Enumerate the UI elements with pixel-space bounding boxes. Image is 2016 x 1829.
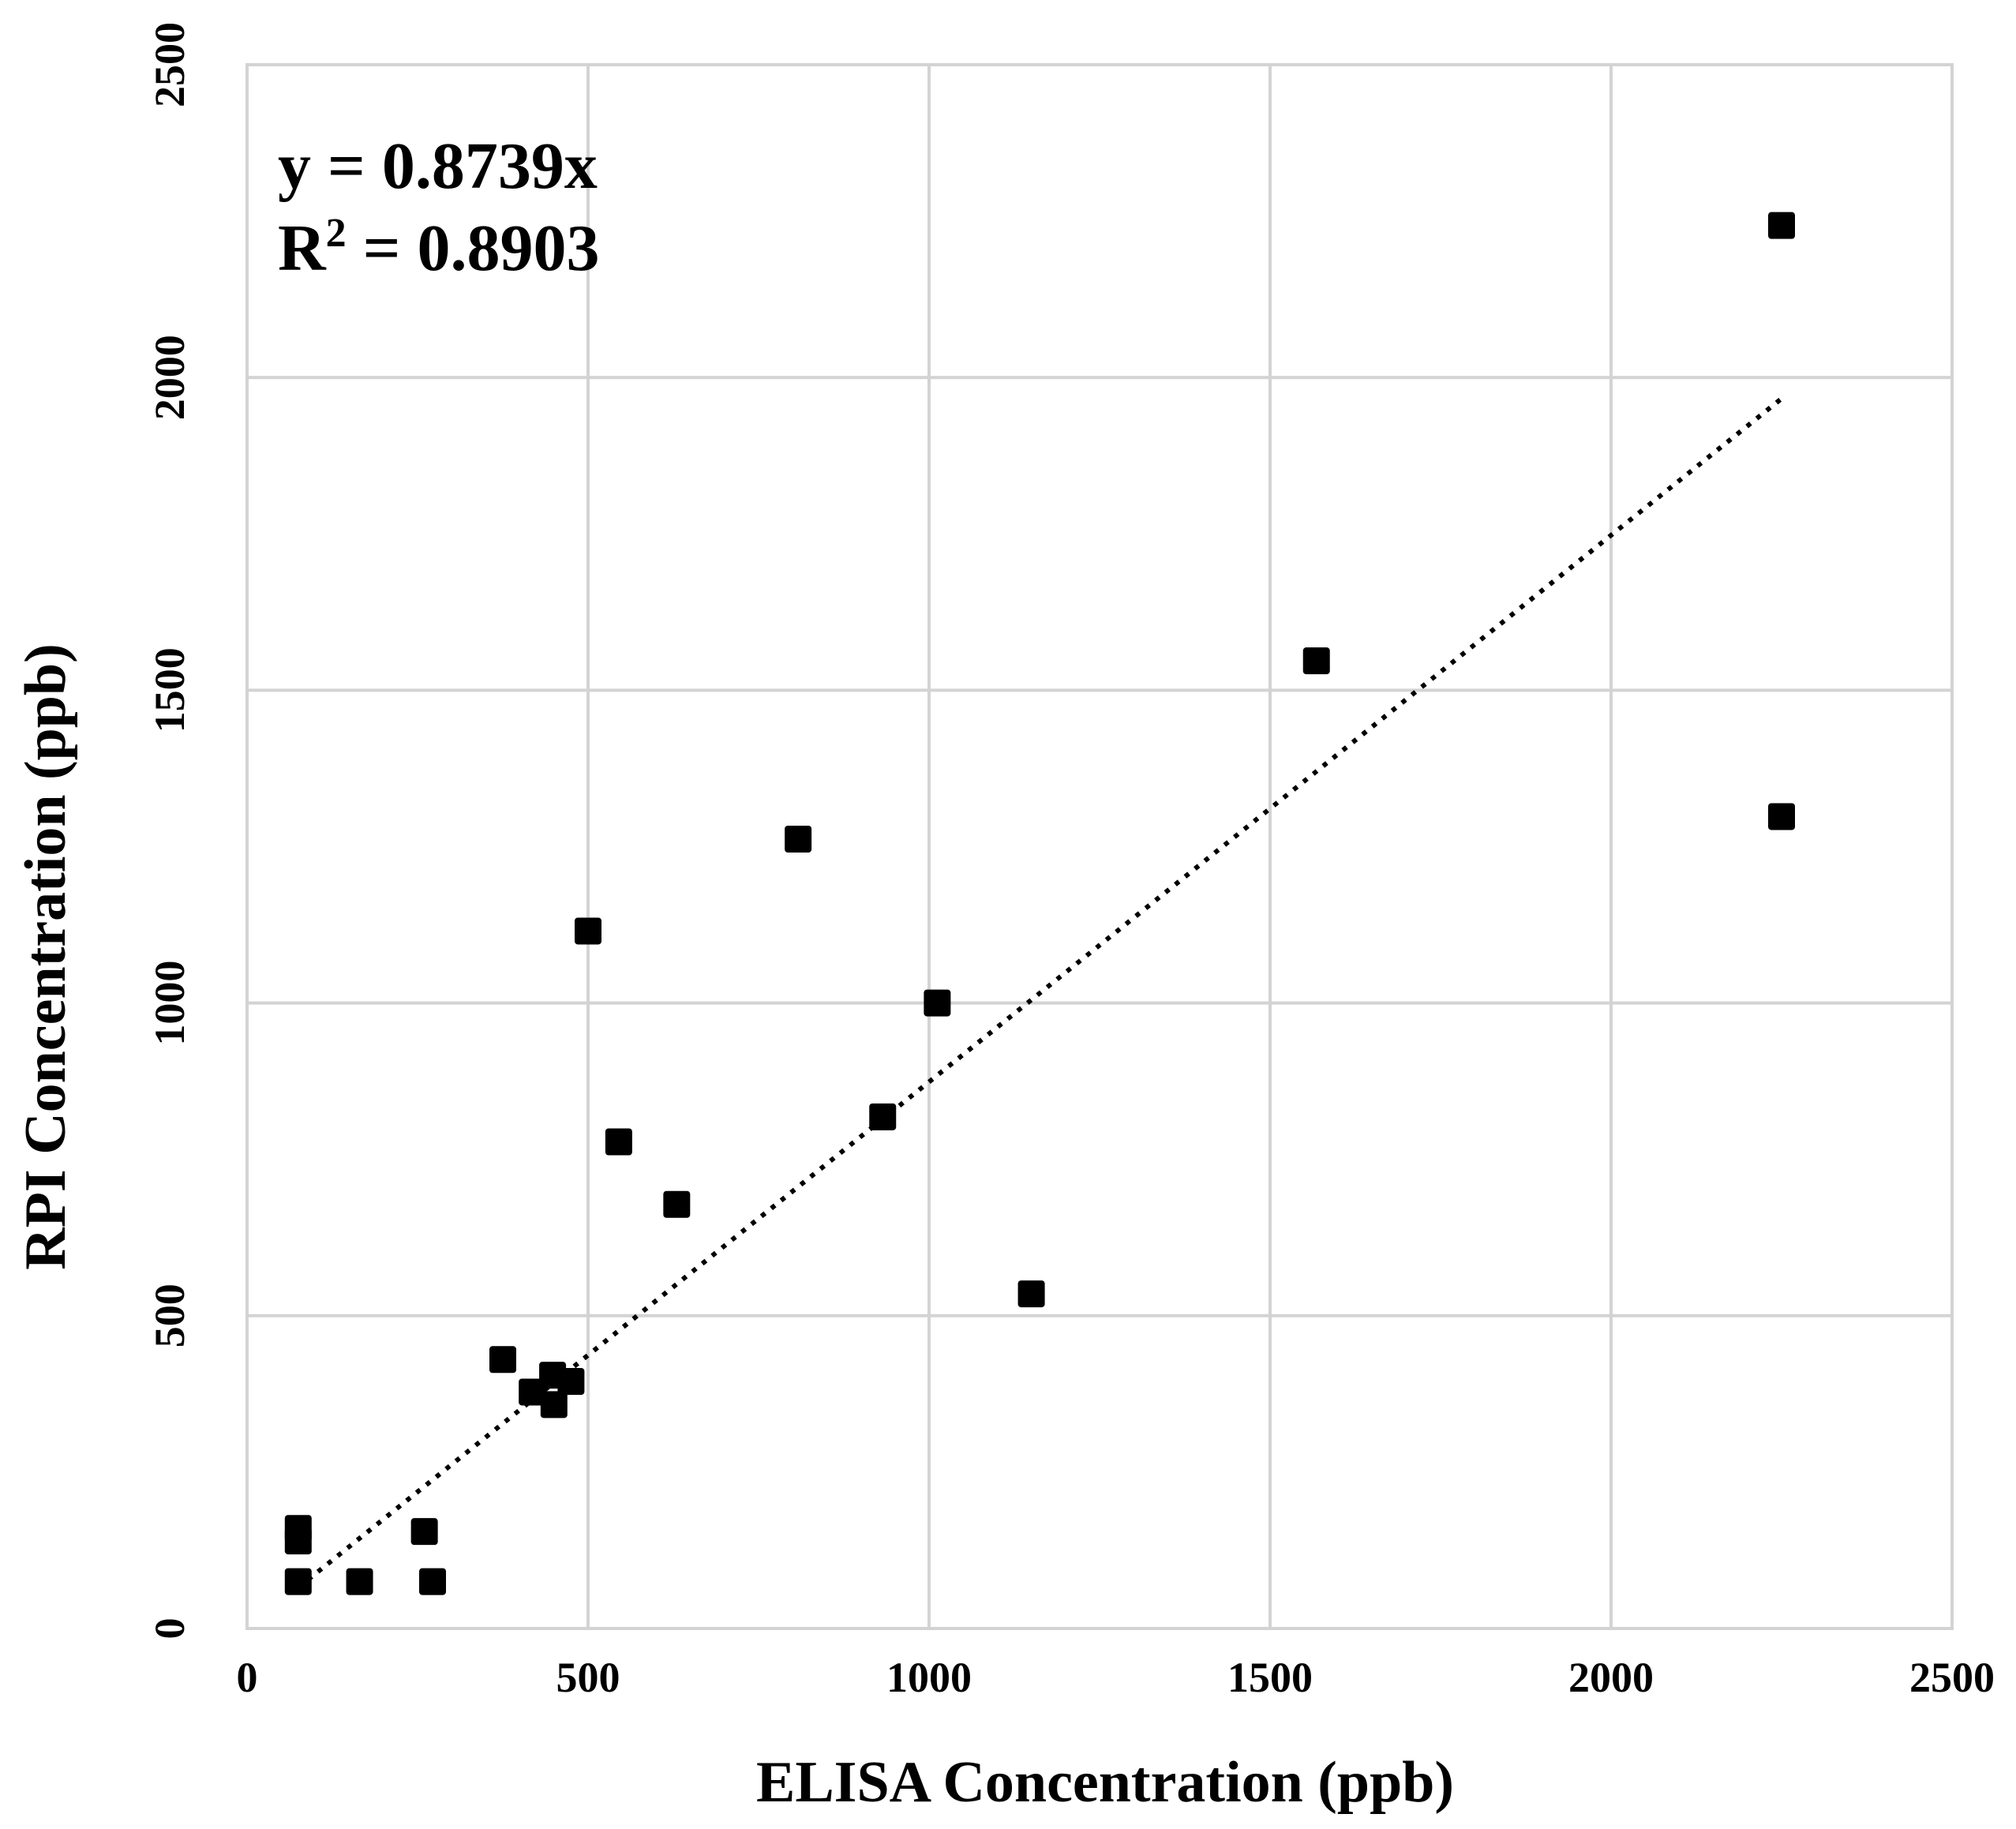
r-squared-annotation: R2 = 0.8903 — [278, 211, 600, 285]
data-point-15 — [869, 1103, 897, 1130]
y-tick-label: 0 — [146, 1618, 193, 1640]
x-tick-label: 1500 — [1227, 1654, 1313, 1701]
r-squared-value: = 0.8903 — [347, 212, 600, 285]
data-point-4 — [410, 1518, 438, 1546]
y-axis-title: RPI Concentration (ppb) — [13, 643, 78, 1269]
data-point-14 — [785, 825, 812, 853]
x-axis-ticks: 0 500 1000 1500 2000 2500 — [237, 1654, 1995, 1701]
data-points — [284, 212, 1795, 1595]
data-point-5 — [419, 1568, 447, 1595]
grid-lines — [245, 63, 1954, 1630]
data-point-0 — [284, 1568, 312, 1595]
y-tick-label: 2000 — [146, 335, 193, 420]
y-tick-label: 2500 — [146, 22, 193, 107]
x-tick-label: 1000 — [886, 1654, 972, 1701]
data-point-3 — [346, 1568, 373, 1595]
data-point-17 — [1017, 1280, 1045, 1308]
data-point-11 — [575, 917, 601, 945]
x-tick-label: 500 — [556, 1654, 620, 1701]
x-tick-label: 2500 — [1909, 1654, 1995, 1701]
data-point-9 — [540, 1391, 568, 1419]
data-point-13 — [663, 1190, 691, 1218]
x-tick-label: 0 — [237, 1654, 258, 1701]
x-axis-title: ELISA Concentration (ppb) — [756, 1750, 1454, 1815]
data-point-7 — [519, 1378, 546, 1406]
r-squared-prefix: R — [278, 212, 327, 285]
data-point-12 — [605, 1128, 632, 1156]
data-point-10 — [557, 1368, 585, 1396]
data-point-19 — [1768, 212, 1795, 239]
x-tick-label: 2000 — [1568, 1654, 1654, 1701]
data-point-20 — [1768, 803, 1795, 830]
y-axis-ticks: 0 500 1000 1500 2000 2500 — [146, 22, 193, 1640]
trendline-equation: y = 0.8739x — [278, 129, 598, 203]
plot-area-border — [245, 63, 1954, 1630]
y-tick-label: 1000 — [146, 961, 193, 1046]
data-point-2 — [284, 1515, 312, 1542]
y-tick-label: 500 — [146, 1284, 193, 1347]
r-squared-superscript: 2 — [326, 211, 347, 256]
linear-trendline — [296, 396, 1783, 1590]
data-point-16 — [924, 989, 951, 1017]
data-point-18 — [1302, 647, 1330, 675]
data-point-6 — [489, 1346, 516, 1374]
y-tick-label: 1500 — [146, 647, 193, 733]
